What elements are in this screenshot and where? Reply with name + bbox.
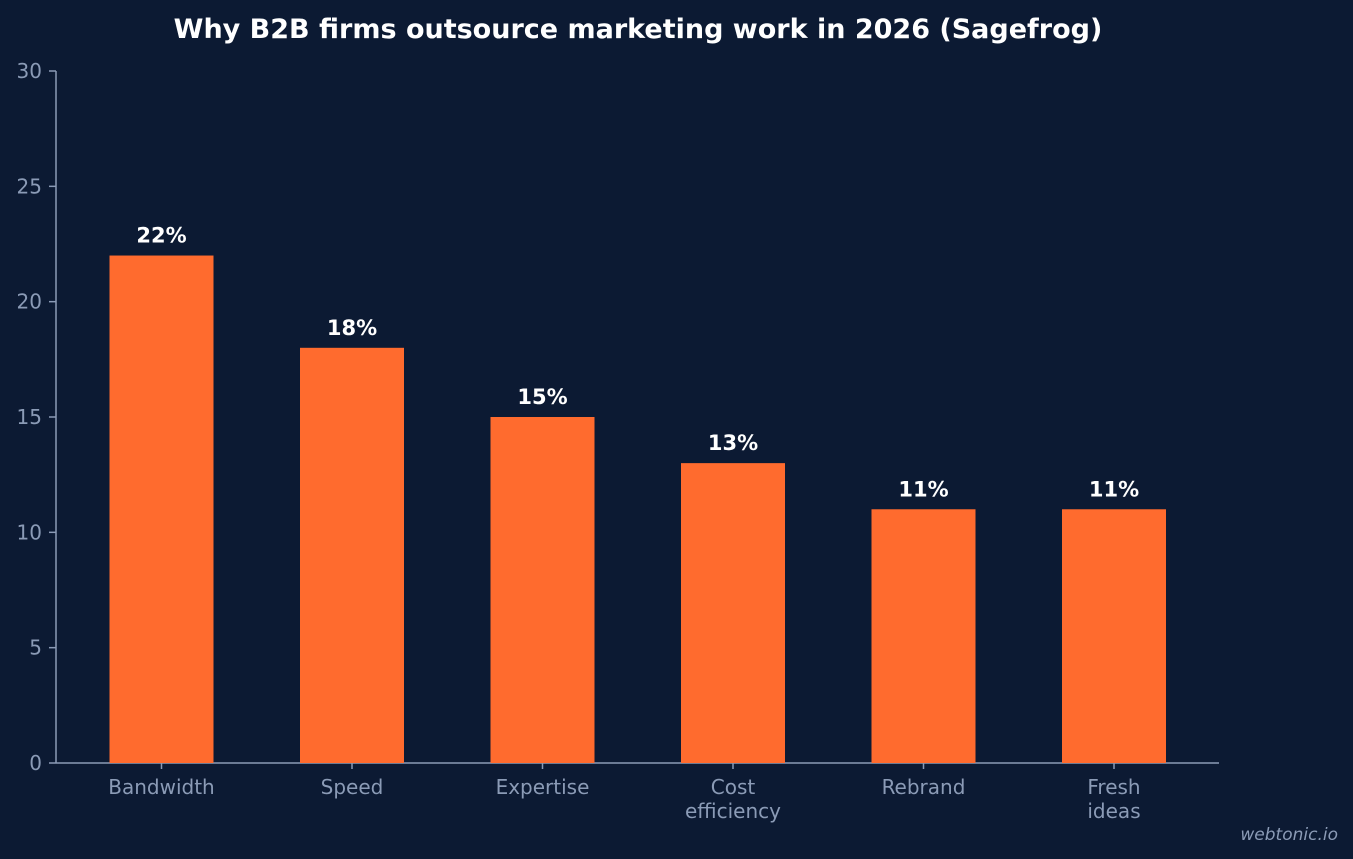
data-label: 13% (708, 431, 758, 455)
data-label: 11% (1089, 477, 1139, 501)
bar (681, 463, 785, 763)
chart-title: Why B2B firms outsource marketing work i… (174, 14, 1103, 45)
x-tick-label: Fresh ideas (1087, 775, 1140, 823)
y-tick-label: 20 (17, 290, 42, 314)
y-tick-label: 15 (17, 405, 42, 429)
bar (871, 509, 976, 763)
data-label: 18% (327, 316, 377, 340)
y-tick-label: 30 (17, 59, 42, 83)
y-tick-label: 25 (17, 174, 42, 198)
bar (109, 255, 214, 764)
bar (490, 417, 595, 763)
y-tick-label: 10 (17, 520, 42, 544)
data-label: 15% (517, 385, 567, 409)
data-label: 11% (898, 477, 948, 501)
y-tick-label: 0 (29, 751, 42, 775)
bar (1062, 509, 1166, 763)
x-tick-labels: Bandwidth Speed Expertise Cost efficiency Reb… (108, 775, 1140, 823)
x-tick-label: Speed (321, 775, 384, 799)
watermark: webtonic.io (1240, 825, 1338, 845)
x-tick-label: Cost efficiency (685, 775, 781, 823)
bar (300, 347, 404, 763)
axes: 0 5 10 15 20 25 30 (17, 59, 1219, 775)
bars (109, 255, 1166, 764)
x-tick-label: Bandwidth (108, 775, 214, 799)
x-tick-label: Rebrand (882, 775, 966, 799)
y-tick-label: 5 (29, 636, 42, 660)
data-label: 22% (136, 224, 186, 248)
data-labels: 22% 18% 15% 13% 11% 11% (136, 224, 1139, 502)
x-tick-label: Expertise (496, 775, 590, 799)
